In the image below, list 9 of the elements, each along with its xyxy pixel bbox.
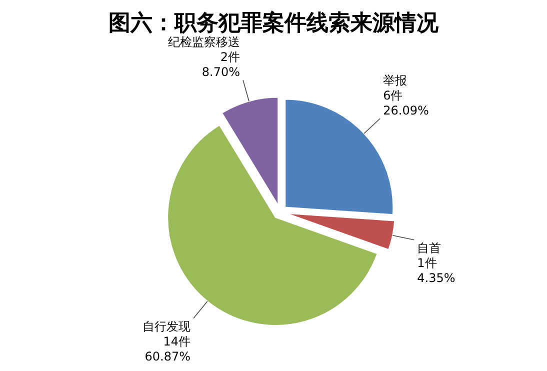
slice-label: 纪检监察移送 — [168, 35, 240, 50]
data-label: 1件 4.35% — [417, 256, 456, 285]
data-label: 6件 26.09% — [383, 88, 429, 118]
slice-label: 举报 — [383, 73, 408, 88]
data-label: 2件 8.70% — [202, 50, 240, 80]
slice-label: 自首 — [417, 240, 442, 255]
chart-title: 图六：职务犯罪案件线索来源情况 — [108, 10, 440, 36]
slice-label: 自行发现 — [142, 319, 191, 334]
data-label: 14件 60.87% — [144, 334, 191, 364]
